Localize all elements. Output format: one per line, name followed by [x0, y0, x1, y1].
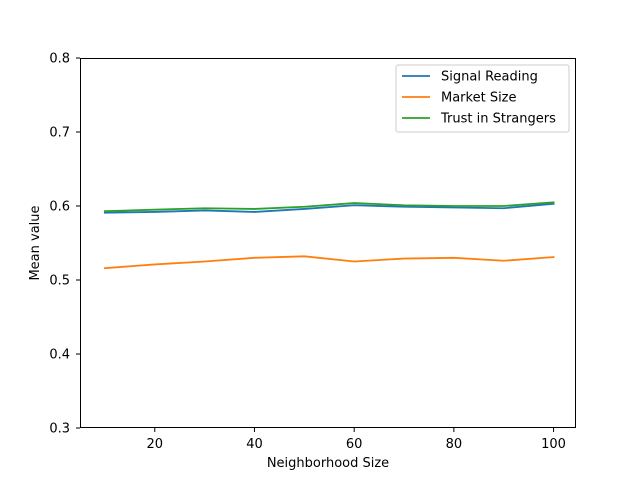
plot-frame [80, 58, 576, 428]
legend-item: Trust in Strangers [402, 112, 556, 127]
x-axis-ticks: 20 40 60 80 100 [147, 428, 566, 452]
series-line-trust-in-strangers [103, 201, 555, 213]
series-layer [103, 201, 555, 270]
legend-label: Market Size [441, 91, 517, 106]
x-tick-label: 20 [147, 437, 164, 452]
series-line-signal-reading [104, 202, 555, 214]
y-axis-label: Mean value [28, 205, 43, 280]
x-tick-label: 80 [446, 437, 463, 452]
y-tick-label: 0.5 [49, 274, 70, 289]
legend-label: Trust in Strangers [440, 112, 556, 127]
x-tick-label: 40 [246, 437, 263, 452]
legend-items: Signal Reading Market Size Trust in Strang… [402, 70, 556, 127]
legend-item: Signal Reading [402, 70, 538, 85]
y-tick-label: 0.8 [49, 52, 70, 67]
y-axis-ticks: 0.3 0.4 0.5 0.6 0.7 0.8 [49, 52, 80, 437]
y-tick-label: 0.3 [49, 422, 70, 437]
x-axis-label: Neighborhood Size [267, 456, 389, 471]
x-tick-label: 60 [346, 437, 363, 452]
legend-box [395, 64, 570, 133]
legend-item: Market Size [402, 91, 517, 106]
x-tick-label: 100 [541, 437, 566, 452]
y-tick-label: 0.7 [49, 126, 70, 141]
legend: Signal Reading Market Size Trust in Strang… [395, 64, 570, 133]
y-tick-label: 0.6 [49, 200, 70, 215]
series-line-market-size [103, 255, 555, 270]
y-tick-label: 0.4 [49, 348, 70, 363]
legend-label: Signal Reading [441, 70, 538, 85]
